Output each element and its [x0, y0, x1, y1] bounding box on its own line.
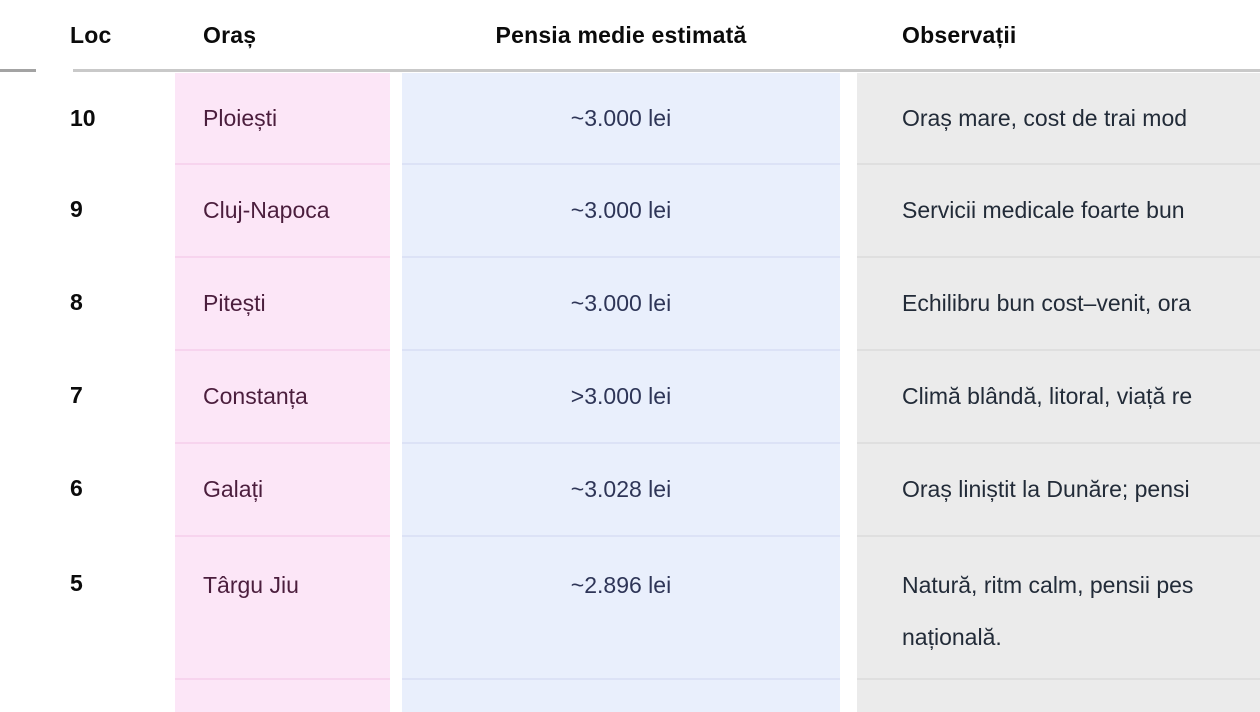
column-gap	[840, 535, 857, 678]
pension-cell: ~2.896 lei	[402, 535, 840, 678]
table-row: 6 Galați ~3.028 lei Oraș liniștit la Dun…	[0, 442, 1260, 535]
city-cell: Târgu Jiu	[175, 535, 390, 678]
notes-cell: Echilibru bun cost–venit, ora	[857, 256, 1260, 349]
notes-cell: Natură, ritm calm, pensii pes națională.	[857, 535, 1260, 678]
table-row: 8 Pitești ~3.000 lei Echilibru bun cost–…	[0, 256, 1260, 349]
column-gap	[840, 349, 857, 442]
pension-cell	[402, 678, 840, 712]
city-cell	[175, 678, 390, 712]
table-row: 10 Ploiești ~3.000 lei Oraș mare, cost d…	[0, 73, 1260, 163]
column-gap	[840, 442, 857, 535]
pension-cell: ~3.000 lei	[402, 73, 840, 163]
rank-cell: 10	[0, 73, 175, 163]
header-notes: Observații	[902, 21, 1017, 48]
column-gap	[390, 349, 402, 442]
pension-cell: >3.000 lei	[402, 349, 840, 442]
column-gap	[840, 163, 857, 256]
rank-cell: 5	[0, 535, 175, 678]
header-border-left-segment	[0, 69, 36, 72]
pension-cell: ~3.028 lei	[402, 442, 840, 535]
pension-cell: ~3.000 lei	[402, 256, 840, 349]
notes-cell: Oraș mare, cost de trai mod	[857, 73, 1260, 163]
column-gap	[390, 442, 402, 535]
header-rank: Loc	[70, 21, 112, 48]
header-city: Oraș	[203, 21, 257, 48]
column-gap	[390, 73, 402, 163]
column-gap	[840, 73, 857, 163]
column-gap	[390, 535, 402, 678]
rank-cell: 6	[0, 442, 175, 535]
table-body: 10 Ploiești ~3.000 lei Oraș mare, cost d…	[0, 73, 1260, 712]
notes-line-1: Natură, ritm calm, pensii pes	[902, 572, 1194, 598]
notes-cell	[857, 678, 1260, 712]
notes-line-2: națională.	[902, 624, 1002, 650]
rank-cell: 9	[0, 163, 175, 256]
rank-cell: 7	[0, 349, 175, 442]
notes-cell: Servicii medicale foarte bun	[857, 163, 1260, 256]
rank-cell	[0, 678, 175, 712]
notes-cell: Climă blândă, litoral, viață re	[857, 349, 1260, 442]
header-pension: Pensia medie estimată	[495, 21, 747, 48]
column-gap	[840, 256, 857, 349]
table-row: 5 Târgu Jiu ~2.896 lei Natură, ritm calm…	[0, 535, 1260, 678]
column-gap	[390, 163, 402, 256]
city-cell: Galați	[175, 442, 390, 535]
column-gap	[840, 678, 857, 712]
notes-text: Natură, ritm calm, pensii pes națională.	[902, 559, 1260, 663]
table-row: 9 Cluj-Napoca ~3.000 lei Servicii medica…	[0, 163, 1260, 256]
table-row: 7 Constanța >3.000 lei Climă blândă, lit…	[0, 349, 1260, 442]
city-cell: Pitești	[175, 256, 390, 349]
notes-cell: Oraș liniștit la Dunăre; pensi	[857, 442, 1260, 535]
header-border	[73, 69, 1260, 72]
city-cell: Cluj-Napoca	[175, 163, 390, 256]
city-cell: Ploiești	[175, 73, 390, 163]
pension-cell: ~3.000 lei	[402, 163, 840, 256]
city-cell: Constanța	[175, 349, 390, 442]
table-header-row: Loc Oraș Pensia medie estimată Observați…	[0, 0, 1260, 70]
table-row-partial	[0, 678, 1260, 712]
column-gap	[390, 256, 402, 349]
rank-cell: 8	[0, 256, 175, 349]
column-gap	[390, 678, 402, 712]
